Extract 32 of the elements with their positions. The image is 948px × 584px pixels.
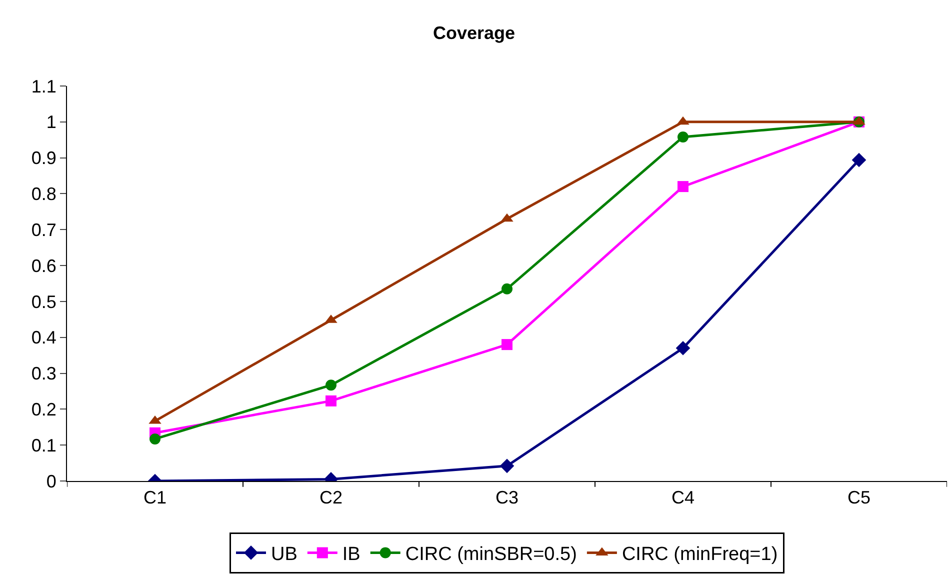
legend-label: IB [342,544,360,566]
point [326,395,336,406]
x-tick-label: C4 [671,488,695,508]
y-tick-label: 0.7 [31,220,56,240]
y-tick-label: 0.8 [31,184,56,204]
chart-title: Coverage [432,22,516,43]
y-tick-label: 0.2 [31,399,56,420]
point [678,131,688,142]
y-tick-label: 0.3 [31,364,56,384]
y-tick-label: 0.4 [31,328,56,348]
y-tick-label: 0 [46,471,56,492]
point [678,181,688,192]
y-tick-label: 0.5 [31,292,56,312]
y-tick-label: 1 [46,112,56,132]
y-tick-label: 0.6 [31,256,56,276]
point [500,458,514,474]
x-tick-label: C3 [495,488,519,508]
point [502,339,512,350]
y-tick-label: 0.1 [31,435,56,456]
legend-label: CIRC (minSBR=0.5) [405,544,577,566]
y-tick-label: 1.1 [31,76,56,96]
point [852,152,866,168]
y-tick-label: 0.9 [31,148,56,168]
x-tick-label: C5 [847,488,871,508]
point [502,283,512,294]
point [150,433,160,444]
legend-label: UB [271,544,298,566]
point [676,340,690,356]
legend-label: CIRC (minFreq=1) [622,544,778,566]
x-tick-label: C2 [319,488,343,508]
point [326,380,336,391]
x-tick-label: C1 [143,488,167,508]
